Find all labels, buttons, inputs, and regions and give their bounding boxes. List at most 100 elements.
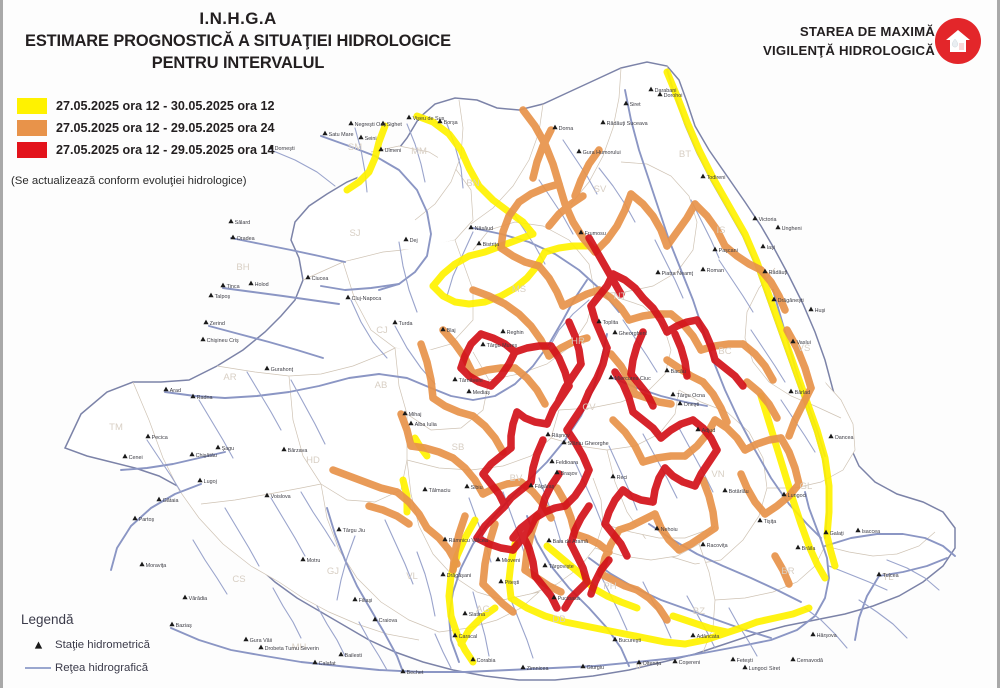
station-marker[interactable] — [546, 537, 552, 543]
station-marker[interactable] — [781, 491, 787, 497]
station-marker[interactable] — [338, 651, 344, 657]
station-marker[interactable] — [139, 561, 145, 567]
station-marker[interactable] — [623, 100, 629, 106]
station-marker[interactable] — [775, 224, 781, 230]
station-marker[interactable] — [358, 134, 364, 140]
station-marker[interactable] — [243, 636, 249, 642]
station-marker[interactable] — [470, 656, 476, 662]
station-marker[interactable] — [612, 636, 618, 642]
station-marker[interactable] — [264, 365, 270, 371]
station-marker[interactable] — [169, 621, 175, 627]
station-marker[interactable] — [408, 420, 414, 426]
station-marker[interactable] — [220, 282, 226, 288]
station-marker[interactable] — [700, 541, 706, 547]
station-marker[interactable] — [648, 86, 654, 92]
station-marker[interactable] — [677, 400, 683, 406]
station-marker[interactable] — [264, 492, 270, 498]
station-marker[interactable] — [795, 544, 801, 550]
map-canvas[interactable]: SM MM SJ BN BH CJ SV BT IS MS NT AR AB HR VS BC TM HD SB CV… — [3, 0, 997, 688]
station-marker[interactable] — [300, 556, 306, 562]
station-marker[interactable] — [690, 632, 696, 638]
station-marker[interactable] — [808, 306, 814, 312]
station-marker[interactable] — [392, 319, 398, 325]
station-marker[interactable] — [464, 483, 470, 489]
station-marker[interactable] — [402, 410, 408, 416]
station-marker[interactable] — [336, 526, 342, 532]
station-marker[interactable] — [452, 376, 458, 382]
station-marker[interactable] — [378, 146, 384, 152]
station-marker[interactable] — [422, 486, 428, 492]
station-marker[interactable] — [348, 120, 354, 126]
station-marker[interactable] — [352, 596, 358, 602]
station-marker[interactable] — [552, 124, 558, 130]
station-marker[interactable] — [788, 388, 794, 394]
station-marker[interactable] — [876, 571, 882, 577]
station-marker[interactable] — [771, 296, 777, 302]
station-marker[interactable] — [480, 341, 486, 347]
station-marker[interactable] — [466, 388, 472, 394]
station-marker[interactable] — [498, 578, 504, 584]
station-marker[interactable] — [670, 391, 676, 397]
station-marker[interactable] — [230, 234, 236, 240]
station-marker[interactable] — [655, 269, 661, 275]
station-marker[interactable] — [132, 515, 138, 521]
station-marker[interactable] — [122, 453, 128, 459]
station-marker[interactable] — [596, 318, 602, 324]
station-marker[interactable] — [578, 229, 584, 235]
station-marker[interactable] — [810, 631, 816, 637]
station-marker[interactable] — [712, 246, 718, 252]
station-marker[interactable] — [576, 148, 582, 154]
station-marker[interactable] — [757, 517, 763, 523]
station-marker[interactable] — [203, 319, 209, 325]
station-marker[interactable] — [700, 266, 706, 272]
station-marker[interactable] — [403, 236, 409, 242]
station-marker[interactable] — [561, 439, 567, 445]
station-marker[interactable] — [406, 114, 412, 120]
station-marker[interactable] — [495, 556, 501, 562]
station-marker[interactable] — [762, 268, 768, 274]
station-marker[interactable] — [790, 338, 796, 344]
station-marker[interactable] — [437, 118, 443, 124]
station-marker[interactable] — [542, 562, 548, 568]
station-marker[interactable] — [163, 386, 169, 392]
station-marker[interactable] — [664, 367, 670, 373]
station-marker[interactable] — [208, 292, 214, 298]
station-marker[interactable] — [672, 658, 678, 664]
station-marker[interactable] — [440, 326, 446, 332]
station-marker[interactable] — [600, 119, 606, 125]
station-marker[interactable] — [248, 280, 254, 286]
station-marker[interactable] — [520, 664, 526, 670]
station-marker[interactable] — [636, 659, 642, 665]
station-marker[interactable] — [189, 451, 195, 457]
station-marker[interactable] — [156, 496, 162, 502]
station-marker[interactable] — [182, 594, 188, 600]
station-marker[interactable] — [657, 91, 663, 97]
station-marker[interactable] — [855, 527, 861, 533]
station-marker[interactable] — [312, 659, 318, 665]
station-marker[interactable] — [197, 477, 203, 483]
station-marker[interactable] — [654, 525, 660, 531]
station-marker[interactable] — [528, 482, 534, 488]
station-marker[interactable] — [752, 215, 758, 221]
station-marker[interactable] — [268, 144, 274, 150]
station-marker[interactable] — [760, 243, 766, 249]
station-marker[interactable] — [823, 529, 829, 535]
station-marker[interactable] — [828, 433, 834, 439]
station-marker[interactable] — [730, 656, 736, 662]
station-marker[interactable] — [742, 664, 748, 670]
station-marker[interactable] — [554, 469, 560, 475]
station-marker[interactable] — [580, 663, 586, 669]
station-marker[interactable] — [722, 487, 728, 493]
station-marker[interactable] — [200, 336, 206, 342]
station-marker[interactable] — [610, 473, 616, 479]
station-marker[interactable] — [228, 218, 234, 224]
station-marker[interactable] — [468, 224, 474, 230]
station-marker[interactable] — [145, 433, 151, 439]
station-marker[interactable] — [442, 536, 448, 542]
station-marker[interactable] — [551, 594, 557, 600]
station-marker[interactable] — [380, 120, 386, 126]
station-marker[interactable] — [612, 329, 618, 335]
station-marker[interactable] — [190, 393, 196, 399]
station-marker[interactable] — [695, 426, 701, 432]
station-marker[interactable] — [500, 328, 506, 334]
